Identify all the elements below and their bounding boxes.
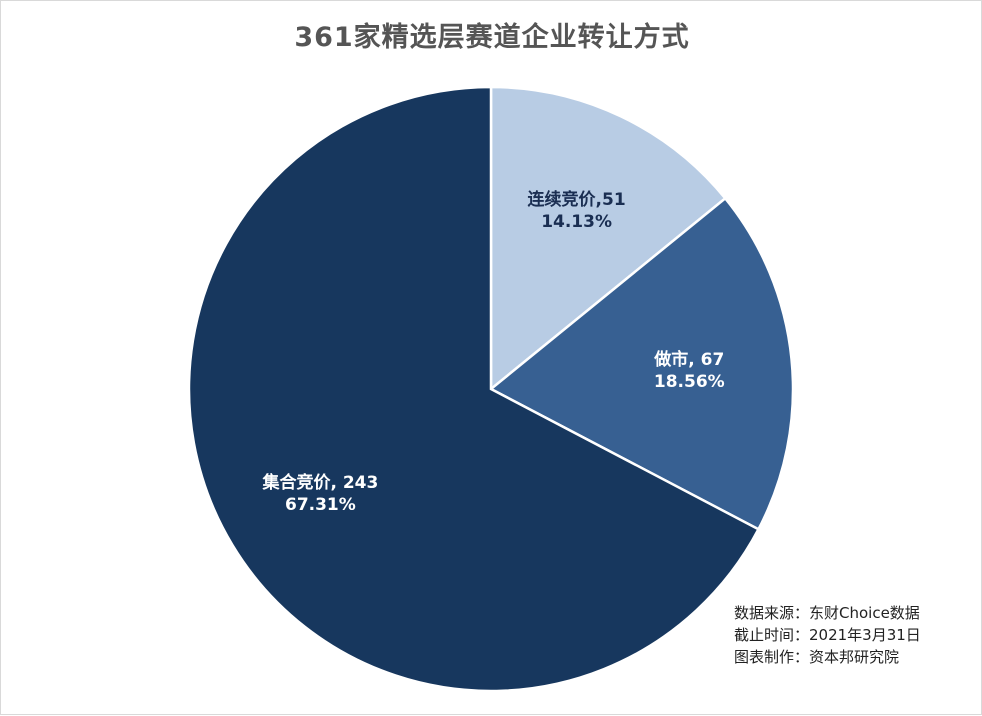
pie-label-category-3: 集合竞价, 243 [261, 472, 378, 493]
pie-label-2: 做市, 67 18.56% [653, 349, 724, 392]
pie-label-1: 连续竞价,51 14.13% [528, 189, 626, 232]
data-source-note: 数据来源：东财Choice数据 [734, 604, 920, 622]
chart-maker-note: 图表制作：资本邦研究院 [734, 648, 900, 666]
pie-slice-2 [488, 196, 795, 531]
pie-slice-3 [187, 85, 761, 693]
cutoff-date-note: 截止时间：2021年3月31日 [734, 626, 921, 644]
pie-label-category-2: 做市, 67 [653, 349, 724, 370]
pie-label-percent-3: 67.31% [285, 495, 356, 515]
footnote-block: 数据来源：东财Choice数据 截止时间：2021年3月31日 图表制作：资本邦… [734, 602, 921, 668]
pie-label-percent-2: 18.56% [654, 372, 725, 392]
pie-slice-1 [489, 85, 727, 392]
pie-label-percent-1: 14.13% [541, 212, 612, 232]
chart-title: 361家精选层赛道企业转让方式 [294, 22, 690, 53]
pie-label-category-1: 连续竞价,51 [528, 189, 626, 210]
pie-label-3: 集合竞价, 243 67.31% [261, 472, 378, 515]
